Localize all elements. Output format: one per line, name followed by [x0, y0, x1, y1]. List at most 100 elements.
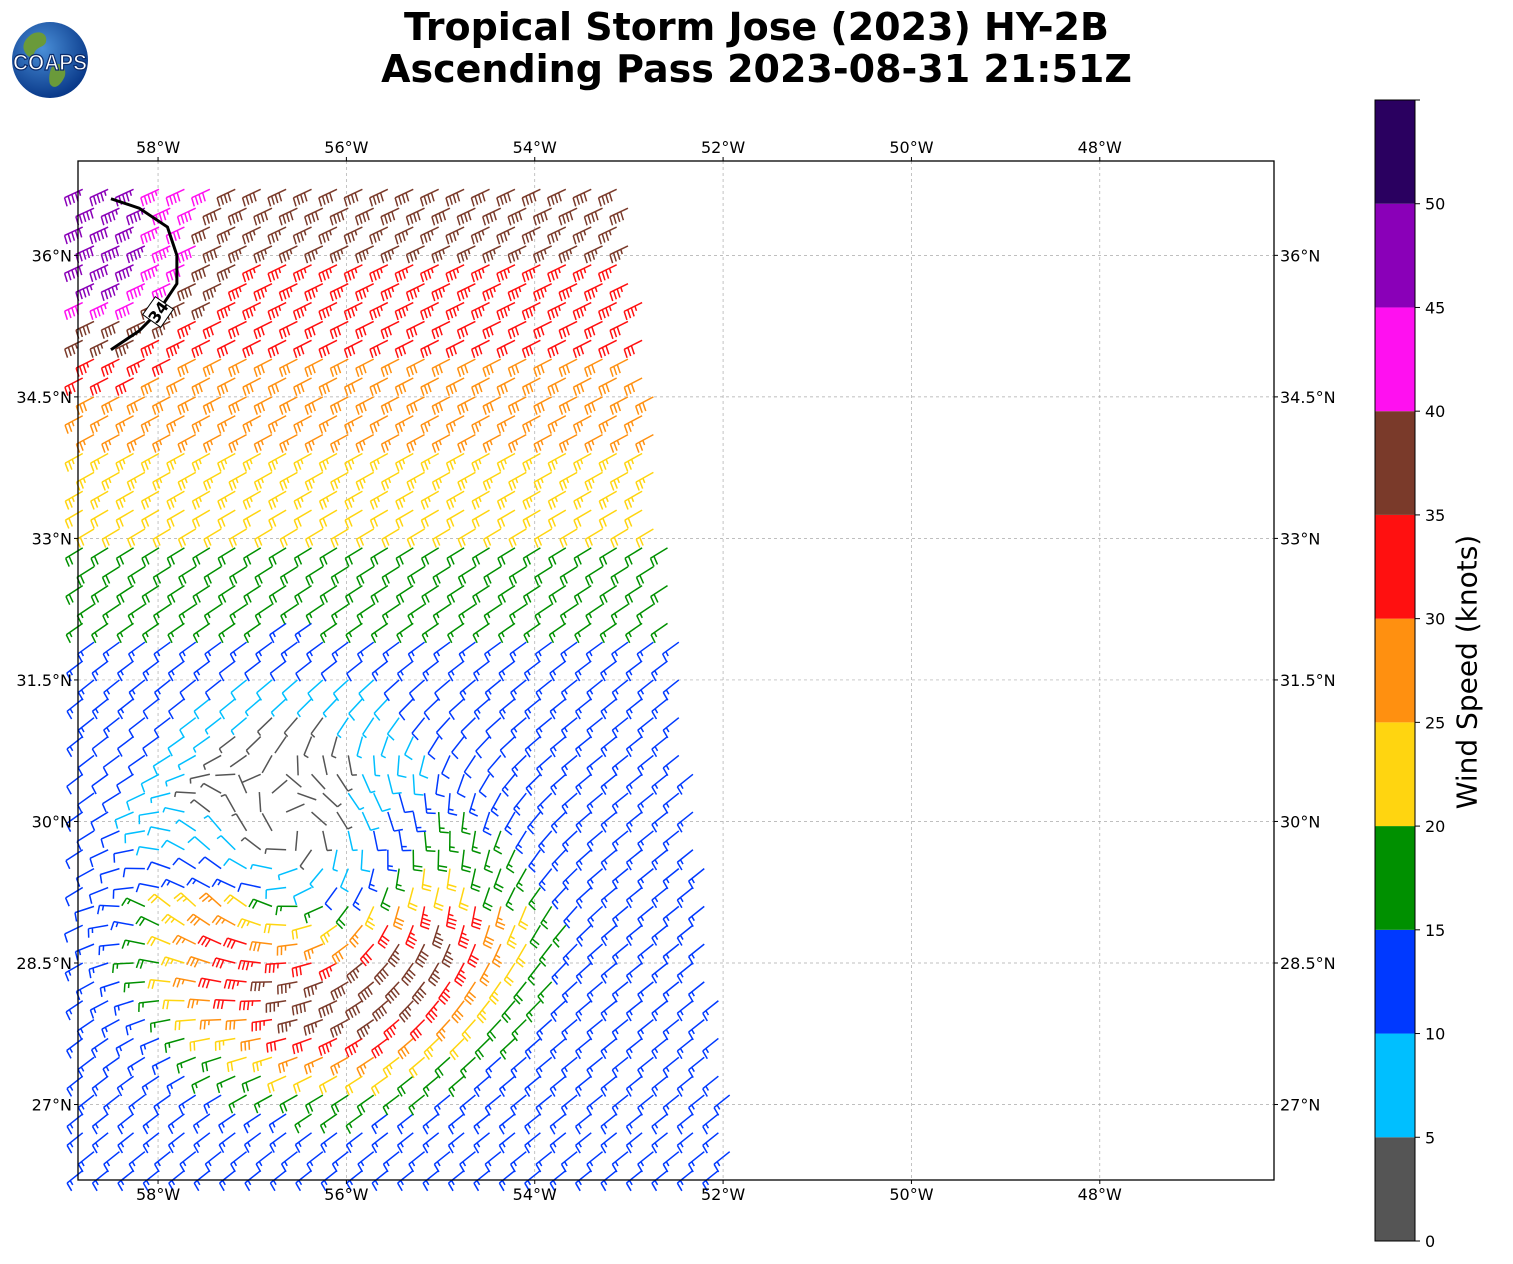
wind-barb: [549, 1113, 567, 1135]
wind-barb: [528, 887, 542, 911]
wind-barb: [533, 396, 553, 415]
wind-barb: [271, 779, 288, 794]
wind-barb: [64, 547, 84, 567]
wind-barb: [230, 717, 248, 736]
wind-barb: [560, 679, 578, 701]
wind-barb: [433, 1151, 451, 1173]
wind-barb: [347, 755, 357, 776]
wind-barb: [611, 641, 629, 663]
wind-barb: [459, 679, 476, 701]
tick-label-lat-left: 33°N: [32, 529, 72, 548]
wind-barb: [237, 882, 261, 892]
wind-barb: [250, 863, 273, 870]
wind-barb: [127, 754, 146, 776]
wind-barb: [368, 868, 378, 893]
wind-barb: [372, 755, 381, 777]
wind-barb: [600, 849, 618, 871]
wind-barb: [396, 660, 414, 682]
wind-barb: [382, 641, 400, 663]
wind-barb: [609, 245, 629, 264]
wind-barb: [91, 1169, 109, 1192]
wind-barb: [473, 1132, 491, 1154]
wind-barb: [114, 264, 134, 283]
wind-barb: [473, 1075, 491, 1098]
wind-barb: [419, 264, 440, 283]
wind-barb: [560, 1056, 578, 1079]
wind-barb: [373, 792, 391, 813]
wind-barb: [600, 698, 618, 720]
wind-barb: [406, 471, 425, 491]
wind-barb: [637, 679, 654, 701]
wind-barb: [368, 188, 389, 207]
wind-barb: [425, 1000, 440, 1024]
wind-barb: [573, 452, 592, 472]
wind-barb: [318, 339, 338, 359]
wind-barb: [266, 1037, 287, 1053]
wind-barb: [331, 1151, 349, 1173]
wind-barb: [146, 861, 171, 871]
wind-barb: [110, 920, 134, 931]
wind-barb: [174, 791, 196, 798]
wind-barb: [458, 887, 469, 912]
wind-barb: [433, 641, 451, 663]
wind-barb: [493, 830, 503, 855]
wind-barb: [583, 320, 603, 340]
wind-barb: [293, 377, 312, 396]
wind-barb: [611, 792, 629, 814]
wind-barb: [193, 1169, 211, 1192]
wind-barb: [330, 471, 349, 491]
wind-barb: [461, 1019, 476, 1042]
wind-barb: [394, 301, 414, 321]
wind-barb: [215, 773, 236, 777]
wind-barb: [114, 301, 134, 320]
wind-barb: [267, 264, 287, 283]
wind-barb: [173, 892, 197, 907]
wind-barb: [243, 622, 262, 644]
wind-barb: [294, 1113, 312, 1134]
wind-barb: [411, 981, 427, 1005]
wind-barb: [625, 735, 643, 758]
wind-barb: [151, 282, 171, 302]
wind-barb: [329, 433, 349, 453]
wind-barb: [294, 830, 299, 851]
wind-barb: [295, 660, 313, 682]
wind-barb: [574, 660, 592, 682]
wind-barb: [598, 377, 618, 396]
wind-barb: [349, 924, 363, 948]
wind-barb: [576, 924, 592, 947]
wind-barb: [459, 1056, 476, 1079]
wind-barb: [343, 301, 363, 321]
wind-barb: [547, 301, 567, 321]
wind-barb: [496, 339, 516, 359]
wind-barb: [533, 528, 553, 548]
wind-barb: [142, 1169, 160, 1192]
wind-barb: [635, 433, 654, 453]
wind-barb: [166, 547, 185, 567]
tick-label-lon-top: 58°W: [136, 138, 180, 157]
wind-barb: [434, 1056, 451, 1079]
wind-barb: [485, 1056, 502, 1079]
wind-barb: [332, 679, 349, 702]
wind-barb: [344, 584, 363, 605]
wind-barb: [249, 941, 273, 952]
wind-barb: [575, 1037, 592, 1060]
wind-barb: [369, 226, 389, 245]
wind-barb: [687, 868, 705, 890]
wind-barb: [98, 943, 120, 956]
wind-barb: [651, 962, 668, 984]
wind-barb: [457, 925, 470, 949]
wind-barb: [522, 509, 541, 529]
wind-barb: [279, 566, 298, 586]
wind-barb: [256, 717, 273, 737]
wind-barb: [445, 452, 465, 472]
wind-barb: [140, 339, 160, 358]
wind-barb: [140, 490, 160, 510]
wind-barb: [433, 1094, 451, 1116]
tick-label-lat-right: 36°N: [1280, 246, 1320, 265]
wind-barb: [348, 698, 363, 721]
wind-barb: [558, 207, 578, 226]
wind-barb: [563, 905, 578, 929]
wind-barb: [625, 1037, 643, 1060]
wind-barb: [226, 1056, 247, 1073]
wind-barb: [600, 1000, 618, 1022]
